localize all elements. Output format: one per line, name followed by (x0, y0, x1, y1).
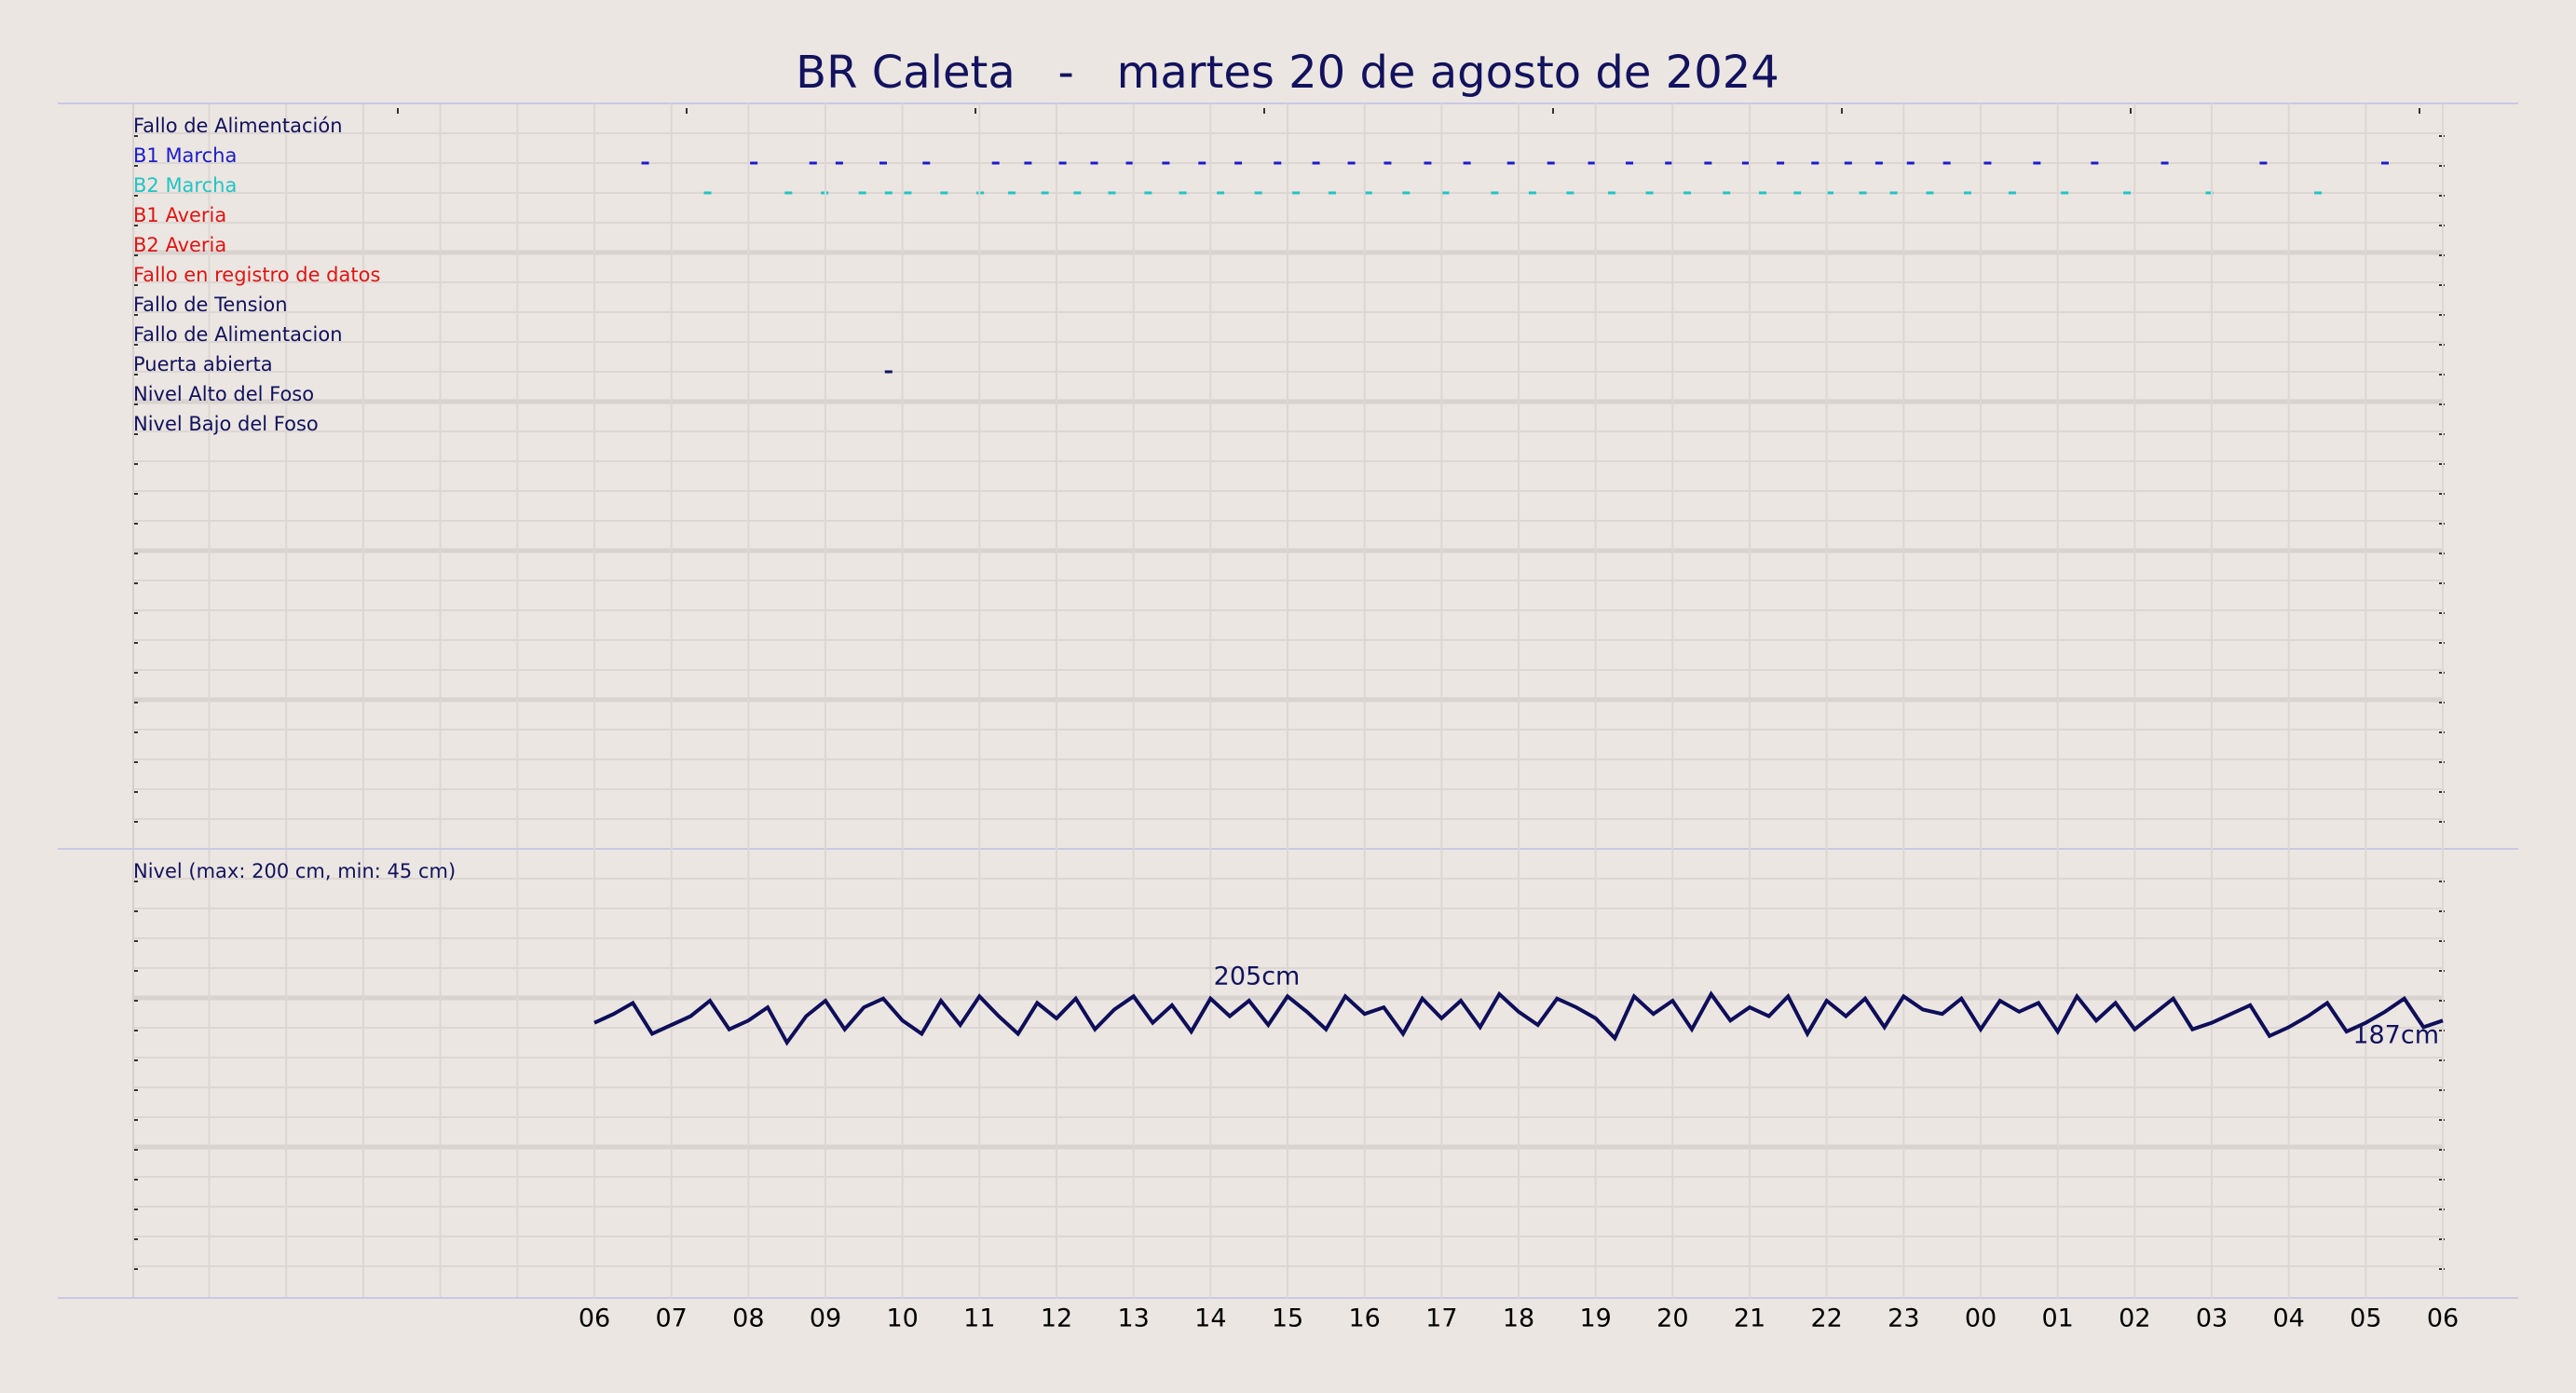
x-tick-label: 11 (963, 1304, 995, 1333)
x-tick-label: 09 (810, 1304, 841, 1333)
x-tick-label: 18 (1503, 1304, 1534, 1333)
x-tick-label: 22 (1810, 1304, 1842, 1333)
x-tick-label: 10 (886, 1304, 918, 1333)
x-tick-label: 19 (1579, 1304, 1611, 1333)
level-line (593, 990, 2444, 1046)
chart-title: BR Caleta - martes 20 de agosto de 2024 (796, 47, 1779, 99)
x-tick-label: 16 (1348, 1304, 1380, 1333)
x-tick-label: 14 (1194, 1304, 1226, 1333)
legend-label: B2 Averia (133, 234, 226, 256)
legend-label: Nivel Alto del Foso (133, 383, 314, 405)
annotation: 205cm (1214, 963, 1301, 991)
x-tick-label: 04 (2272, 1304, 2304, 1333)
legend-label: B1 Marcha (133, 144, 237, 167)
x-tick-label: 21 (1734, 1304, 1765, 1333)
x-tick-label: 13 (1117, 1304, 1149, 1333)
x-tick-label: 01 (2041, 1304, 2073, 1333)
legend-label: Fallo en registro de datos (133, 264, 380, 286)
legend-label: Nivel Bajo del Foso (133, 413, 319, 435)
legend-label: B2 Marcha (133, 174, 237, 197)
panel-title: Nivel (max: 200 cm, min: 45 cm) (133, 860, 456, 882)
x-tick-label: 20 (1656, 1304, 1688, 1333)
x-tick-label: 12 (1041, 1304, 1072, 1333)
x-tick-label: 03 (2196, 1304, 2228, 1333)
x-tick-label: 08 (732, 1304, 764, 1333)
x-tick-label: 06 (2427, 1304, 2459, 1333)
x-tick-label: 05 (2350, 1304, 2381, 1333)
x-tick-label: 17 (1425, 1304, 1457, 1333)
legend-label: B1 Averia (133, 204, 226, 226)
x-tick-label: 15 (1272, 1304, 1303, 1333)
legend-label: Fallo de Alimentación (133, 115, 343, 137)
legend-label: Puerta abierta (133, 353, 273, 376)
x-tick-label: 00 (1965, 1304, 1997, 1333)
annotation: 187cm (2352, 1021, 2439, 1050)
x-tick-label: 23 (1888, 1304, 1919, 1333)
x-tick-label: 07 (655, 1304, 687, 1333)
legend-label: Fallo de Alimentacion (133, 323, 343, 346)
x-tick-label: 06 (579, 1304, 610, 1333)
legend-label: Fallo de Tension (133, 294, 288, 316)
x-tick-label: 02 (2119, 1304, 2150, 1333)
